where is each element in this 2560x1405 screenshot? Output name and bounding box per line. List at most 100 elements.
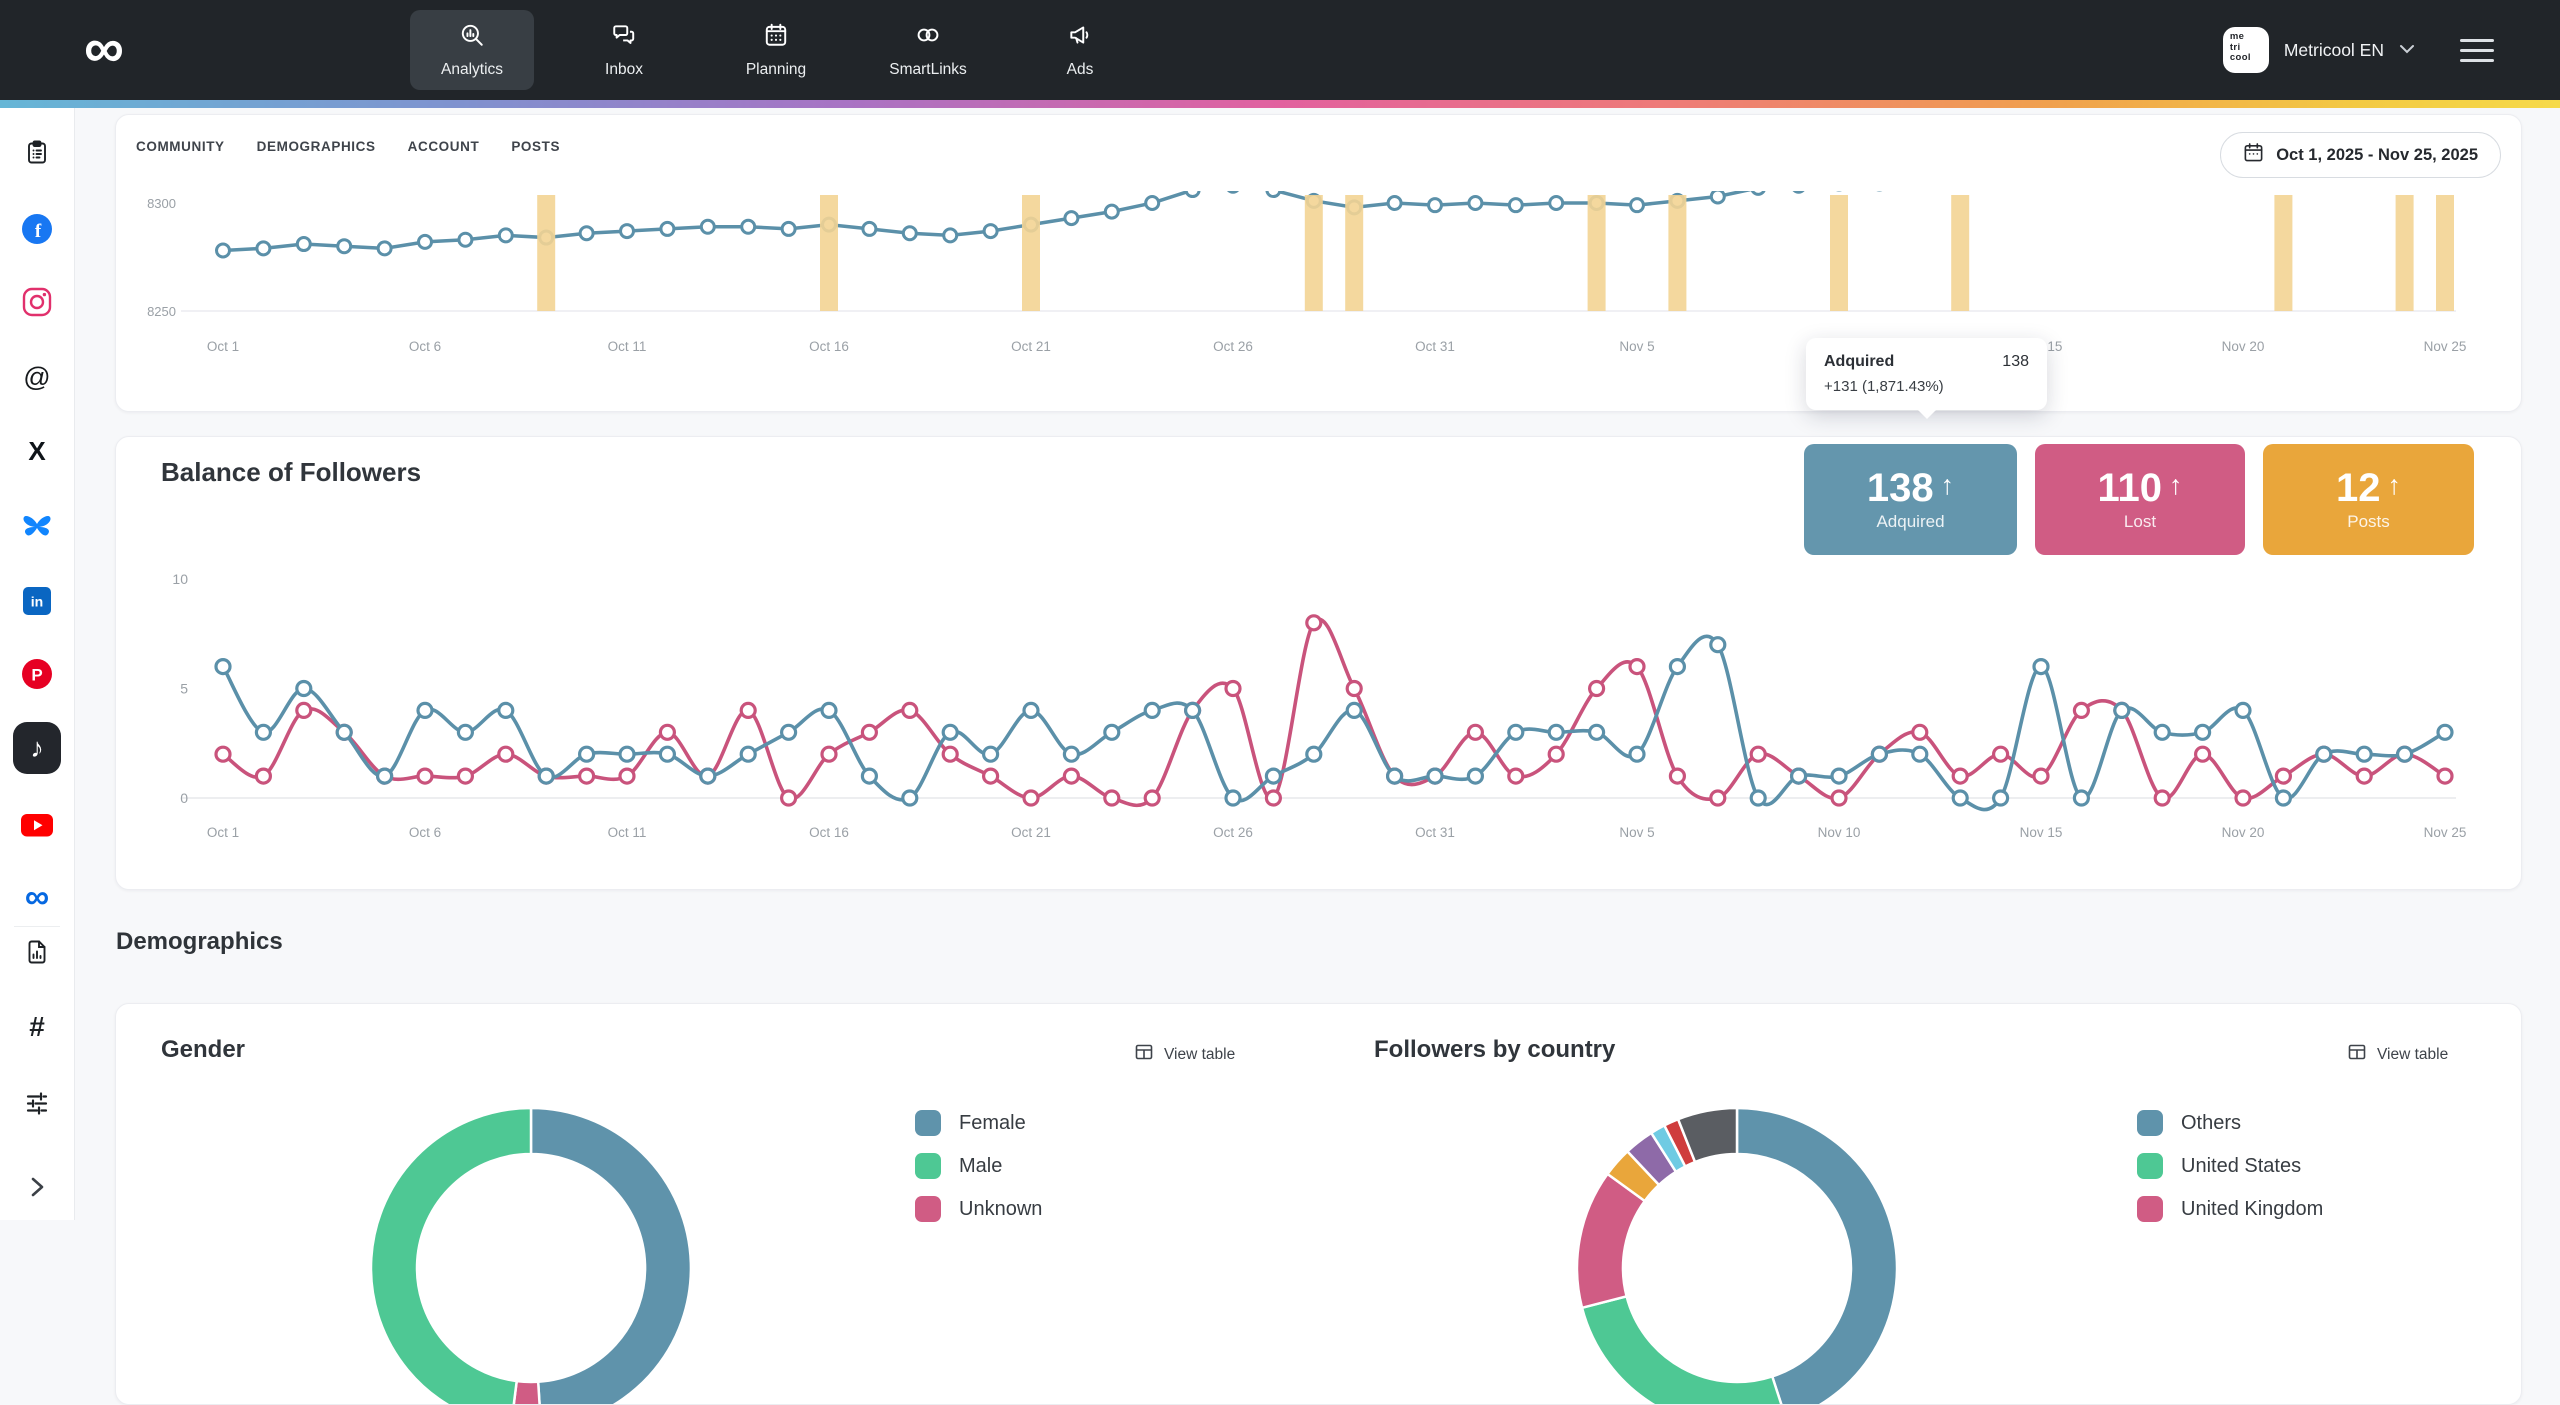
svg-text:Oct 16: Oct 16	[809, 339, 849, 354]
legend-swatch	[915, 1196, 941, 1222]
svg-text:Nov 10: Nov 10	[1818, 825, 1861, 840]
svg-text:P: P	[31, 666, 42, 685]
nav-planning[interactable]: Planning	[714, 10, 838, 90]
svg-text:in: in	[31, 594, 43, 610]
legend-label: Male	[959, 1154, 1003, 1177]
inbox-chat-icon	[611, 22, 637, 53]
stat-card-posts[interactable]: 12 ↑ Posts	[2263, 444, 2474, 555]
youtube-icon[interactable]	[13, 801, 61, 849]
svg-text:Oct 1: Oct 1	[207, 825, 239, 840]
country-title: Followers by country	[1374, 1036, 1616, 1063]
menu-icon[interactable]	[2460, 38, 2494, 62]
svg-text:Nov 20: Nov 20	[2222, 339, 2265, 354]
expand-chevron-right-icon[interactable]	[13, 1163, 61, 1211]
demographics-card: Gender View table Followers by country V…	[115, 1003, 2522, 1405]
svg-text:Oct 11: Oct 11	[608, 339, 647, 354]
smartlinks-link-icon	[915, 22, 941, 53]
svg-text:Nov 25: Nov 25	[2424, 825, 2467, 840]
meta-icon[interactable]: ∞	[24, 877, 50, 916]
social-sidebar: f @ X in P ♪ ∞	[0, 108, 75, 1220]
sidebar-divider	[14, 926, 60, 927]
up-arrow-icon: ↑	[2387, 470, 2402, 500]
legend-swatch	[2137, 1196, 2163, 1222]
brand-gradient-bar	[0, 100, 2560, 108]
nav-analytics[interactable]: Analytics	[410, 10, 534, 90]
country-legend: Others United States United Kingdom	[2137, 1108, 2323, 1224]
gender-legend: Female Male Unknown	[915, 1108, 1042, 1224]
svg-text:Oct 11: Oct 11	[608, 825, 647, 840]
tab-account[interactable]: ACCOUNT	[407, 139, 480, 154]
svg-text:f: f	[35, 221, 42, 242]
svg-text:0: 0	[180, 790, 188, 806]
svg-text:5: 5	[180, 681, 188, 697]
legend-item[interactable]: United States	[2137, 1151, 2323, 1181]
calendar-icon	[2243, 142, 2264, 168]
report-document-icon[interactable]	[13, 928, 61, 976]
facebook-icon[interactable]: f	[13, 205, 61, 253]
nav-smartlinks[interactable]: SmartLinks	[866, 10, 990, 90]
demographics-section-title: Demographics	[116, 928, 283, 955]
pinterest-icon[interactable]: P	[13, 650, 61, 698]
legend-item[interactable]: United Kingdom	[2137, 1194, 2323, 1224]
tiktok-icon-selected[interactable]: ♪	[13, 722, 61, 774]
brand-clipboard-icon[interactable]	[13, 129, 61, 177]
bluesky-icon[interactable]	[13, 502, 61, 550]
legend-label: United Kingdom	[2181, 1197, 2324, 1220]
svg-text:8250: 8250	[147, 304, 176, 319]
svg-text:Oct 6: Oct 6	[409, 825, 441, 840]
tab-community[interactable]: COMMUNITY	[136, 139, 225, 154]
analytics-search-icon	[459, 22, 485, 53]
stat-card-acquired[interactable]: 138 ↑ Adquired	[1804, 444, 2017, 555]
svg-text:Oct 21: Oct 21	[1011, 825, 1051, 840]
tab-posts[interactable]: POSTS	[511, 139, 561, 154]
svg-text:Nov 15: Nov 15	[2020, 825, 2063, 840]
tab-demographics[interactable]: DEMOGRAPHICS	[256, 139, 376, 154]
legend-label: Unknown	[959, 1197, 1043, 1220]
nav-inbox[interactable]: Inbox	[562, 10, 686, 90]
svg-text:Nov 25: Nov 25	[2424, 339, 2467, 354]
top-nav: ∞ Analytics Inbox	[0, 0, 2560, 100]
country-view-table-button[interactable]: View table	[2347, 1042, 2448, 1067]
legend-item[interactable]: Unknown	[915, 1194, 1042, 1224]
date-range-picker[interactable]: Oct 1, 2025 - Nov 25, 2025	[2220, 132, 2501, 178]
legend-swatch	[2137, 1153, 2163, 1179]
svg-text:Oct 21: Oct 21	[1011, 339, 1051, 354]
account-name[interactable]: Metricool EN	[2283, 39, 2384, 60]
chevron-down-icon[interactable]	[2399, 41, 2415, 59]
up-arrow-icon: ↑	[1940, 470, 1955, 500]
svg-text:Oct 6: Oct 6	[409, 339, 441, 354]
legend-swatch	[2137, 1110, 2163, 1136]
hashtag-icon[interactable]: #	[29, 1011, 45, 1042]
threads-icon[interactable]: @	[23, 361, 51, 392]
svg-text:Nov 5: Nov 5	[1619, 339, 1654, 354]
stat-card-lost[interactable]: 110 ↑ Lost	[2035, 444, 2245, 555]
linkedin-icon[interactable]: in	[13, 577, 61, 625]
table-icon	[1134, 1042, 1154, 1067]
svg-text:Nov 5: Nov 5	[1619, 825, 1654, 840]
legend-label: United States	[2181, 1154, 2302, 1177]
avatar[interactable]: me tri cool	[2222, 27, 2269, 73]
x-twitter-icon[interactable]: X	[28, 435, 46, 466]
nav-ads[interactable]: Ads	[1018, 10, 1142, 90]
legend-label: Others	[2181, 1111, 2242, 1134]
legend-item[interactable]: Female	[915, 1108, 1042, 1138]
svg-text:8300: 8300	[147, 196, 176, 211]
followers-evolution-chart[interactable]: 8300 8250 Oct 1 Oct 6 Oct 11 Oct 16 Oct 21 Oct …	[116, 115, 2521, 411]
legend-swatch	[915, 1110, 941, 1136]
account-area: me tri cool Metricool EN	[2222, 0, 2494, 100]
analytics-tabs: COMMUNITY DEMOGRAPHICS ACCOUNT POSTS	[136, 139, 560, 154]
settings-sliders-icon[interactable]	[13, 1078, 61, 1126]
metricool-logo-icon[interactable]: ∞	[84, 16, 124, 79]
instagram-icon[interactable]	[13, 278, 61, 326]
svg-text:Oct 26: Oct 26	[1213, 339, 1253, 354]
balance-title: Balance of Followers	[161, 457, 422, 487]
followers-evolution-card: COMMUNITY DEMOGRAPHICS ACCOUNT POSTS Oct…	[115, 114, 2522, 412]
chart-tooltip: Adquired 138 +131 (1,871.43%)	[1806, 338, 2047, 419]
svg-text:Oct 31: Oct 31	[1415, 825, 1455, 840]
legend-item[interactable]: Male	[915, 1151, 1042, 1181]
gender-view-table-button[interactable]: View table	[1134, 1042, 1235, 1067]
table-icon	[2347, 1042, 2367, 1067]
ads-megaphone-icon	[1067, 22, 1093, 53]
balance-of-followers-chart[interactable]: 0 5 10 Oct 1 Oct 6 Oct 11 Oct 16 Oct 21 Oct 26 Oc…	[116, 437, 2521, 889]
legend-item[interactable]: Others	[2137, 1108, 2323, 1138]
